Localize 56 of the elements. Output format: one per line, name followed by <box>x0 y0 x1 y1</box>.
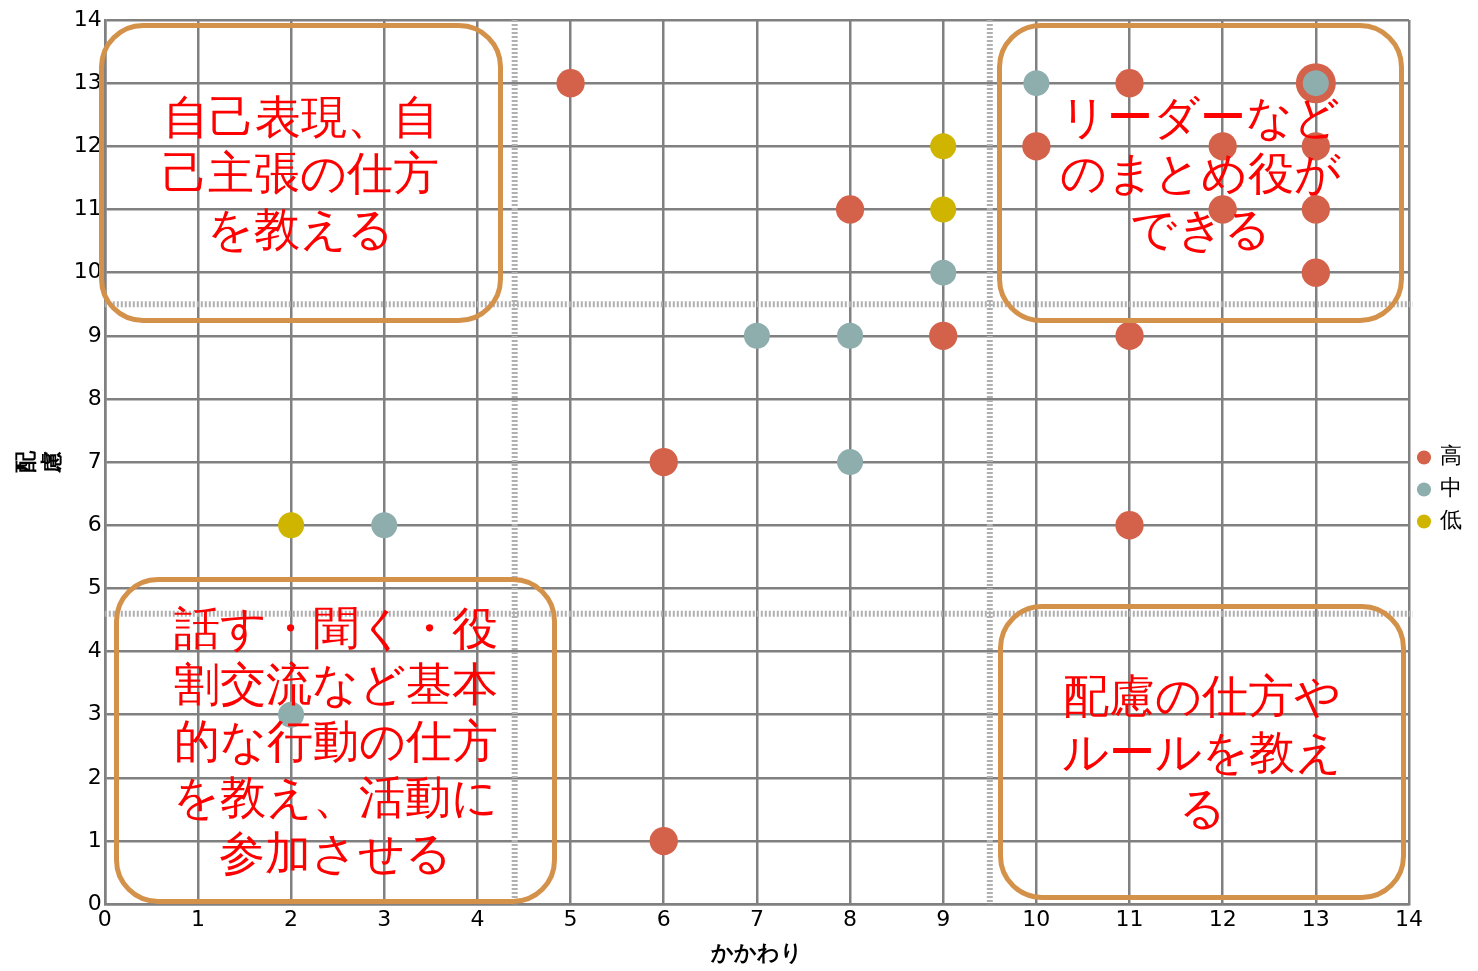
annotation: 配慮の仕方やルールを教える <box>1061 667 1344 836</box>
point <box>1115 321 1144 350</box>
point <box>278 512 305 539</box>
y-tick-label: 9 <box>87 321 102 347</box>
x-tick-label: 12 <box>1208 906 1237 932</box>
point <box>1022 132 1051 161</box>
x-tick-label: 14 <box>1395 906 1423 932</box>
x-tick-label: 13 <box>1301 906 1330 932</box>
x-tick-label: 8 <box>843 906 858 932</box>
x-tick-label: 6 <box>656 906 671 932</box>
x-tick-label: 2 <box>284 906 299 932</box>
point <box>930 259 957 286</box>
y-tick-label: 4 <box>87 637 102 663</box>
point <box>1301 258 1330 287</box>
x-tick-label: 9 <box>936 906 951 932</box>
y-axis-title: 配慮 <box>12 450 65 475</box>
x-tick-label: 7 <box>749 906 764 932</box>
point <box>371 512 398 539</box>
point <box>930 133 957 160</box>
x-tick-label: 11 <box>1115 906 1144 932</box>
y-tick-label: 7 <box>87 447 102 473</box>
y-tick-label: 12 <box>73 132 102 158</box>
annotation: リーダーなどのまとめ役ができる <box>1058 88 1342 258</box>
point <box>1115 69 1144 98</box>
point <box>837 449 864 476</box>
y-tick-label: 5 <box>87 574 102 600</box>
x-tick-label: 10 <box>1022 906 1051 932</box>
y-tick-label: 14 <box>73 5 102 31</box>
point <box>930 196 957 223</box>
point <box>1115 511 1144 540</box>
point <box>835 195 865 224</box>
point <box>929 321 958 350</box>
annotation: 話す・聞く・役割交流など基本的な行動の仕方を教え、活動に参加させる <box>172 600 500 881</box>
y-tick-label: 2 <box>87 763 102 789</box>
point <box>837 322 864 349</box>
x-axis-title: かかわり <box>709 939 803 965</box>
point <box>1023 70 1050 97</box>
point <box>649 447 678 477</box>
y-tick-label: 3 <box>87 700 102 726</box>
point <box>649 826 678 856</box>
x-tick-label: 4 <box>470 906 485 932</box>
point <box>556 69 585 98</box>
x-tick-label: 1 <box>190 906 205 932</box>
point <box>743 322 770 349</box>
legend-label: 低 <box>1440 507 1462 533</box>
y-tick-label: 1 <box>87 826 102 852</box>
annotation: 自己表現、自己主張の仕方を教える <box>161 88 441 258</box>
x-tick-label: 5 <box>563 906 578 932</box>
y-tick-label: 8 <box>87 384 102 410</box>
y-tick-label: 13 <box>73 68 102 94</box>
y-tick-label: 11 <box>73 195 102 221</box>
x-tick-label: 3 <box>377 906 392 932</box>
legend-label: 高 <box>1440 443 1462 469</box>
y-tick-label: 6 <box>87 510 102 536</box>
legend-label: 中 <box>1440 475 1462 501</box>
point <box>1301 195 1330 224</box>
